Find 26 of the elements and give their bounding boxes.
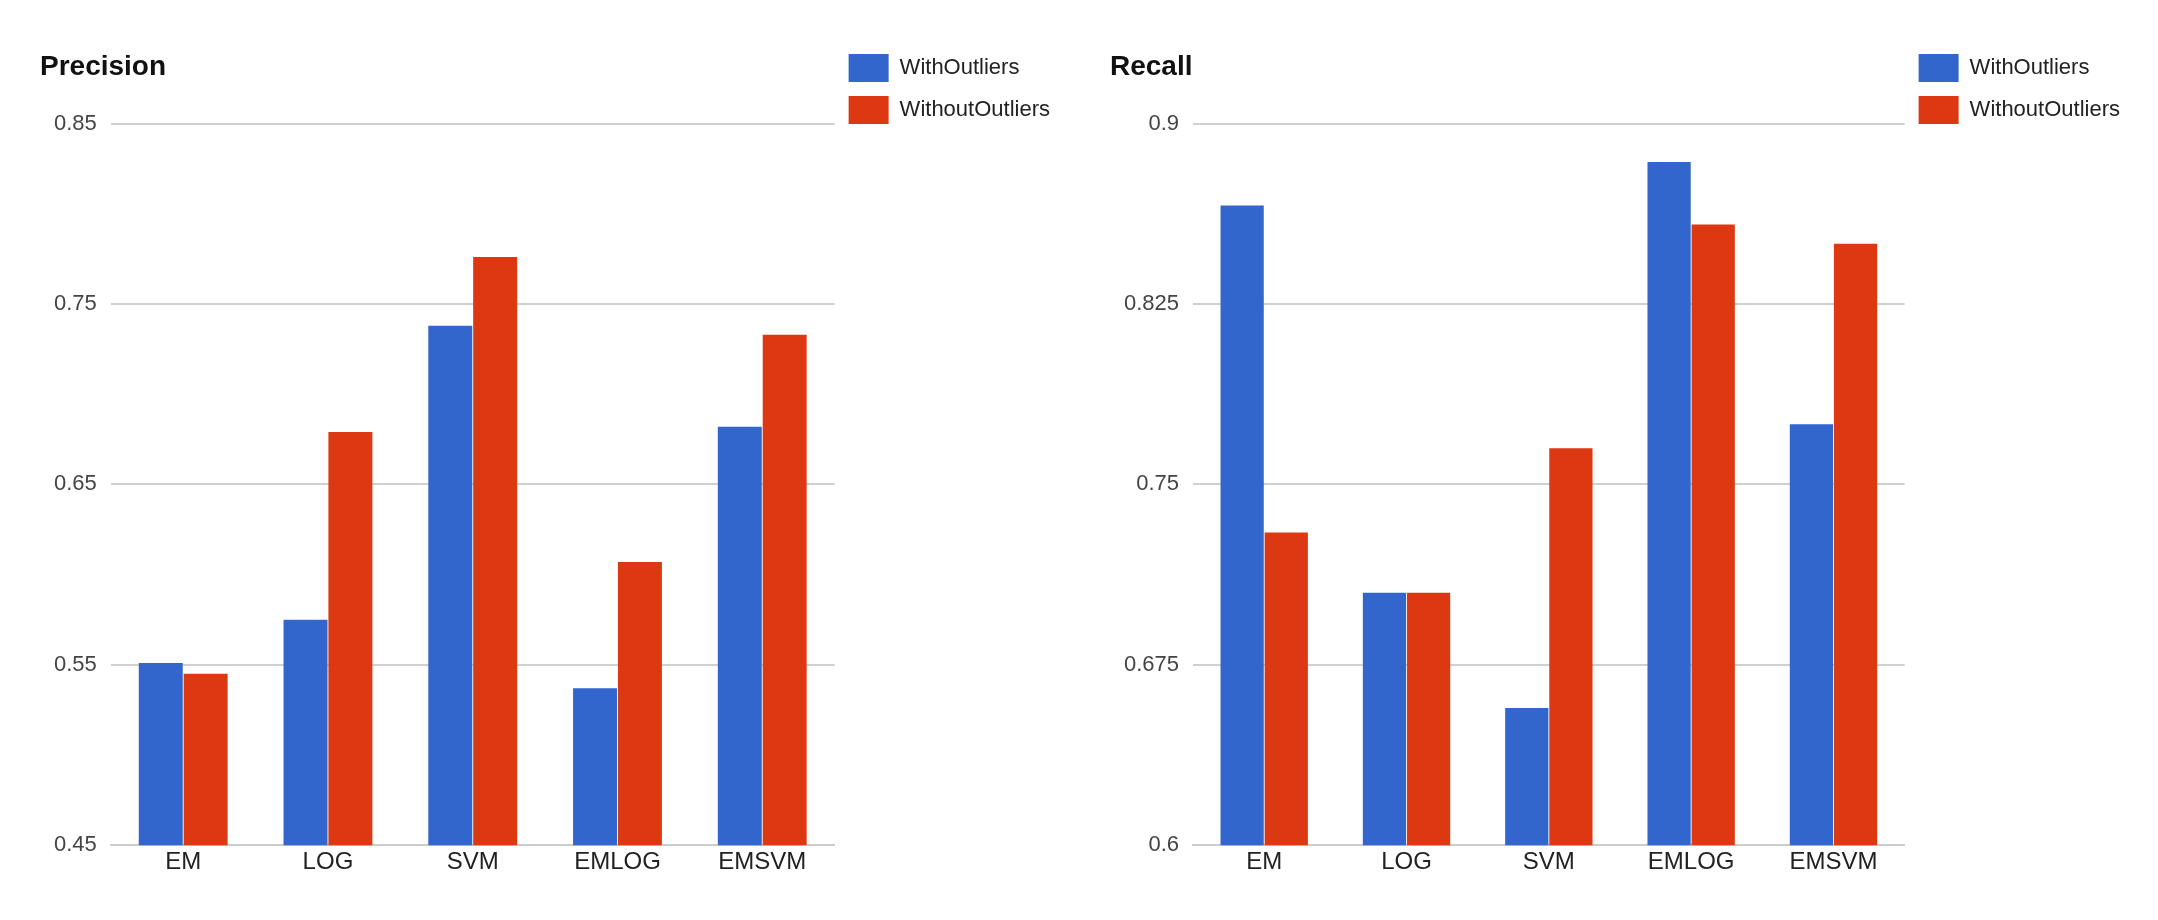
x-tick-label: LOG — [302, 847, 354, 875]
legend-label: WithoutOutliers — [1969, 96, 2121, 122]
y-tick-label: 0.6 — [1148, 831, 1180, 857]
x-tick-label: EMLOG — [574, 847, 661, 875]
legend-label: WithOutliers — [1969, 54, 2090, 80]
y-tick-label: 0.75 — [53, 290, 97, 316]
y-tick-label: 0.825 — [1123, 290, 1180, 316]
x-tick-label: EMSVM — [718, 847, 807, 875]
x-tick-label: EM — [165, 847, 202, 875]
x-tick-label: LOG — [1381, 847, 1432, 875]
y-tick-label: 0.45 — [53, 831, 97, 857]
legend-label: WithoutOutliers — [899, 96, 1051, 122]
y-tick-label: 0.55 — [53, 650, 97, 676]
y-tick-label: 0.675 — [1123, 650, 1180, 676]
chart-title: Precision — [40, 49, 167, 81]
y-tick-label: 0.65 — [53, 470, 97, 496]
x-tick-label: EMSVM — [1789, 847, 1878, 875]
legend-label: WithOutliers — [899, 54, 1020, 80]
x-tick-label: SVM — [446, 847, 499, 875]
x-tick-label: EMLOG — [1647, 847, 1735, 875]
y-tick-label: 0.75 — [1136, 470, 1180, 496]
chart-title: Recall — [1110, 49, 1193, 81]
y-tick-label: 0.85 — [53, 109, 97, 135]
x-tick-label: EM — [1246, 847, 1283, 875]
x-tick-label: SVM — [1522, 847, 1575, 875]
y-tick-label: 0.9 — [1148, 109, 1180, 135]
